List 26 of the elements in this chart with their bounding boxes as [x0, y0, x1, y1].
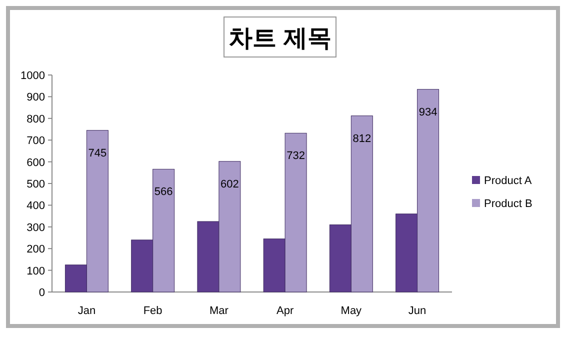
y-tick-label: 600	[26, 156, 45, 169]
x-tick-label: Mar	[209, 305, 229, 317]
y-tick-label: 900	[26, 92, 45, 104]
y-tick-label: 0	[38, 287, 45, 299]
data-label: 812	[352, 132, 372, 145]
x-tick-label: Feb	[143, 305, 162, 317]
y-tick-label: 400	[26, 200, 45, 212]
y-tick-label: 700	[26, 135, 45, 148]
data-label: 602	[220, 178, 239, 190]
data-label: 732	[286, 150, 305, 162]
y-tick-label: 500	[26, 178, 45, 190]
x-tick-label: Jan	[78, 305, 96, 317]
legend-label: Product B	[484, 198, 532, 210]
y-tick-label: 300	[26, 222, 45, 234]
y-tick-label: 800	[26, 113, 45, 126]
legend-label: Product A	[484, 175, 532, 187]
chart-title: 차트 제목	[228, 25, 332, 52]
y-tick-label: 1000	[20, 70, 45, 82]
data-label: 934	[418, 106, 438, 118]
x-tick-label: May	[340, 305, 362, 317]
data-label: 745	[88, 147, 107, 160]
y-tick-label: 200	[26, 244, 45, 256]
x-tick-label: Apr	[276, 305, 294, 317]
y-tick-label: 100	[26, 265, 45, 278]
data-label: 566	[154, 186, 173, 198]
x-tick-label: Jun	[408, 305, 426, 317]
